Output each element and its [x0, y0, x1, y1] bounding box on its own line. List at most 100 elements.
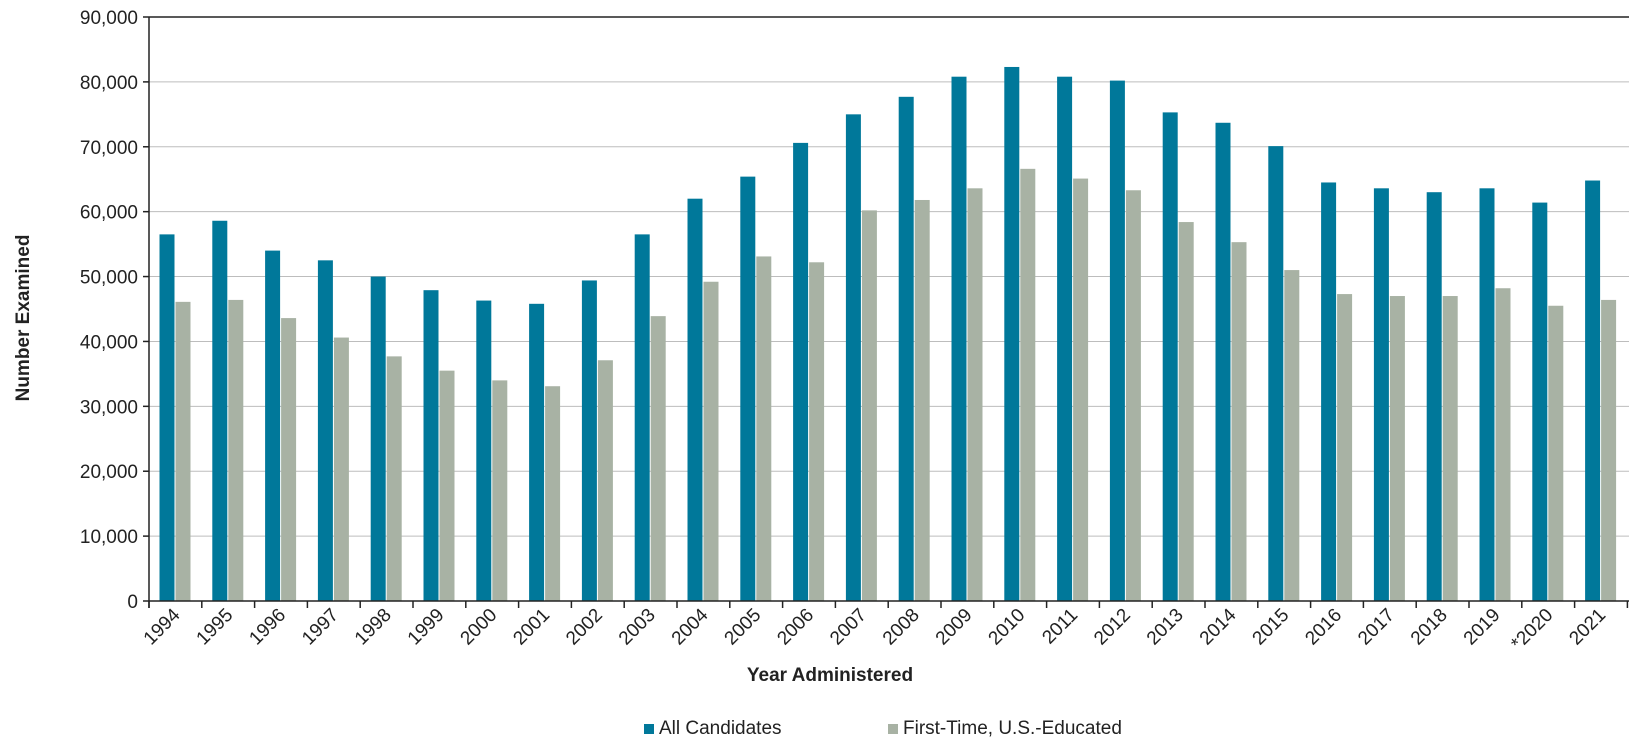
x-tick-label: 2005 [721, 605, 766, 650]
bar-all-candidates [845, 114, 861, 601]
legend-label-first-time-us-educated: First-Time, U.S.-Educated [903, 718, 1122, 739]
bar-all-candidates [159, 234, 175, 601]
y-tick-label: 10,000 [80, 527, 138, 548]
bar-first-time-us-educated [1125, 190, 1141, 601]
x-tick-label: 2008 [879, 605, 924, 650]
legend-swatch-first-time-us-educated [888, 724, 898, 734]
bar-first-time-us-educated [439, 370, 455, 601]
bar-first-time-us-educated [597, 360, 613, 601]
bar-all-candidates [1585, 180, 1601, 601]
x-tick-label: 2004 [668, 604, 713, 649]
bar-first-time-us-educated [1601, 299, 1617, 601]
x-tick-label: 1995 [193, 605, 238, 650]
bar-first-time-us-educated [281, 318, 297, 601]
x-tick-label: 2009 [932, 605, 977, 650]
bar-all-candidates [793, 142, 809, 601]
bar-all-candidates [740, 176, 756, 602]
bar-first-time-us-educated [1337, 294, 1353, 601]
bar-first-time-us-educated [175, 301, 191, 601]
bar-all-candidates [1426, 192, 1442, 601]
bar-first-time-us-educated [1548, 305, 1564, 601]
bar-all-candidates [1268, 146, 1284, 601]
x-tick-label: 2019 [1460, 605, 1505, 650]
x-tick-label: 2018 [1407, 605, 1452, 650]
y-axis-title: Number Examined [13, 235, 34, 402]
x-tick-label: 1996 [245, 605, 290, 650]
bar-all-candidates [317, 260, 333, 601]
bar-first-time-us-educated [1495, 288, 1511, 601]
x-tick-label: 2012 [1090, 605, 1135, 650]
x-tick-labels: 1994 1995 1996 1997 1998 1999 2000 2001 2002 2003… [140, 604, 1610, 654]
bar-all-candidates [1373, 188, 1389, 601]
bar-first-time-us-educated [1389, 296, 1405, 601]
legend-swatch-all-candidates [644, 724, 654, 734]
bar-all-candidates [1479, 188, 1495, 601]
bar-all-candidates [1215, 122, 1231, 601]
x-tick-label: 2010 [985, 605, 1030, 650]
y-tick-label: 90,000 [80, 8, 138, 29]
bar-first-time-us-educated [1284, 270, 1300, 601]
bar-first-time-us-educated [650, 316, 666, 601]
bar-all-candidates [1321, 182, 1337, 601]
bar-first-time-us-educated [228, 299, 244, 601]
bar-all-candidates [529, 303, 545, 601]
y-tick-label: 0 [127, 592, 138, 613]
bar-first-time-us-educated [1231, 242, 1247, 602]
bar-all-candidates [898, 96, 914, 602]
bar-all-candidates [1004, 66, 1020, 601]
bar-all-candidates [476, 300, 492, 601]
bar-all-candidates [634, 234, 650, 601]
bar-first-time-us-educated [386, 356, 402, 601]
bar-all-candidates [1532, 202, 1548, 602]
x-tick-label: 2021 [1565, 605, 1610, 650]
bar-all-candidates [265, 250, 281, 601]
bar-first-time-us-educated [1178, 222, 1194, 601]
x-tick-label: 2003 [615, 605, 660, 650]
x-tick-label: 1994 [140, 604, 185, 649]
legend: All Candidates First-Time, U.S.-Educated [644, 718, 1122, 739]
x-tick-label: 2006 [773, 605, 818, 650]
bar-first-time-us-educated [861, 210, 877, 601]
x-tick-label: 2015 [1249, 605, 1294, 650]
x-tick-label: 2011 [1038, 605, 1082, 649]
x-axis-title: Year Administered [747, 665, 913, 686]
bar-first-time-us-educated [756, 256, 772, 601]
y-tick-label: 60,000 [80, 203, 138, 224]
y-tick-label: 40,000 [80, 332, 138, 353]
y-tick-labels: 0 10,000 20,000 30,000 40,000 50,000 60,000 70,… [80, 8, 138, 613]
x-tick-label: 2000 [457, 605, 502, 650]
bar-first-time-us-educated [492, 380, 508, 601]
bar-all-candidates [212, 220, 228, 602]
bar-all-candidates [687, 198, 703, 601]
bar-first-time-us-educated [914, 199, 930, 601]
x-tick-label: 2017 [1354, 605, 1399, 650]
bar-all-candidates [370, 276, 386, 601]
x-tick-label: 2016 [1301, 605, 1346, 650]
bar-first-time-us-educated [703, 281, 719, 601]
x-tick-label: 2007 [826, 605, 871, 650]
axes [143, 16, 1629, 608]
bar-first-time-us-educated [1442, 296, 1458, 601]
x-tick-label: 2013 [1143, 605, 1188, 650]
x-tick-label: 2014 [1196, 604, 1241, 649]
y-tick-label: 20,000 [80, 462, 138, 483]
legend-label-all-candidates: All Candidates [659, 718, 782, 739]
bar-all-candidates [951, 76, 967, 602]
y-tick-label: 80,000 [80, 73, 138, 94]
bar-all-candidates [423, 290, 439, 601]
bar-all-candidates [1057, 76, 1073, 602]
x-tick-label: 1999 [404, 605, 449, 650]
bar-all-candidates [581, 280, 597, 601]
y-tick-label: 70,000 [80, 138, 138, 159]
bar-all-candidates [1162, 112, 1178, 602]
bar-first-time-us-educated [967, 188, 983, 601]
x-tick-label: 1997 [298, 605, 343, 650]
y-tick-label: 30,000 [80, 397, 138, 418]
bar-first-time-us-educated [545, 386, 561, 601]
x-tick-label: 1998 [351, 605, 396, 650]
bars [159, 66, 1617, 602]
bar-all-candidates [1109, 80, 1125, 601]
x-tick-label: *2020 [1507, 605, 1557, 655]
x-tick-label: 2001 [509, 605, 554, 650]
